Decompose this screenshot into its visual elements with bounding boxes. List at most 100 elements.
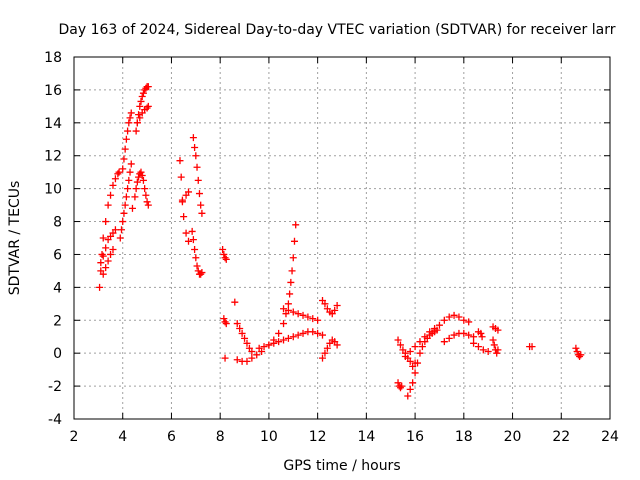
data-point [111, 175, 119, 183]
y-tick-label: 2 [53, 313, 62, 329]
data-point [104, 257, 112, 265]
y-tick-label: 8 [53, 215, 62, 231]
series-arc-ah [572, 344, 585, 360]
data-point [275, 338, 283, 346]
data-point [289, 254, 297, 262]
data-point [122, 135, 130, 143]
data-point [243, 339, 251, 347]
data-point [577, 351, 585, 359]
data-point [406, 357, 414, 365]
data-point [323, 344, 331, 352]
data-point [292, 221, 300, 229]
y-tick-label: -2 [48, 379, 62, 395]
y-tick-label: 12 [44, 149, 62, 165]
data-point [286, 290, 294, 298]
data-point [404, 392, 412, 400]
data-point [289, 333, 297, 341]
series-arc-ag [526, 343, 536, 351]
data-point [243, 357, 251, 365]
series-arc-f [128, 168, 152, 212]
data-point [275, 329, 283, 337]
data-point [489, 336, 497, 344]
data-point [219, 246, 227, 254]
data-point [99, 252, 107, 260]
data-point [119, 165, 127, 173]
data-point [445, 334, 453, 342]
data-point [299, 329, 307, 337]
y-tick-label: 16 [44, 83, 62, 99]
data-point [455, 313, 463, 321]
data-point [236, 325, 244, 332]
data-point [192, 254, 200, 262]
data-point [255, 344, 263, 352]
data-point [195, 190, 203, 198]
data-point [194, 176, 202, 184]
series-arc-s [265, 221, 300, 349]
data-point [494, 346, 502, 354]
data-point [394, 336, 402, 344]
data-point [198, 269, 206, 277]
data-point [180, 213, 188, 221]
data-point [394, 379, 402, 387]
data-point [197, 270, 205, 278]
y-tick-label: 0 [53, 346, 62, 362]
data-point [319, 354, 327, 362]
data-point [118, 226, 126, 234]
data-point [321, 300, 329, 308]
data-point [294, 331, 302, 339]
data-points [96, 83, 585, 400]
data-point [137, 97, 145, 105]
data-point [102, 218, 110, 226]
data-point [220, 250, 228, 258]
data-point [197, 201, 205, 209]
data-point [104, 201, 112, 209]
data-point [133, 119, 141, 127]
data-point [479, 346, 487, 354]
data-point [319, 331, 327, 339]
data-point [142, 191, 150, 199]
series-arc-r [255, 328, 327, 352]
series-arc-t [280, 305, 322, 324]
data-point [138, 92, 146, 100]
data-point [125, 119, 133, 127]
data-point [115, 168, 123, 176]
data-point [116, 234, 124, 242]
data-point [141, 185, 149, 193]
data-point [144, 102, 152, 110]
y-tick-label: 4 [53, 280, 62, 296]
data-point [102, 264, 110, 272]
data-point [126, 168, 134, 176]
series-arc-e [119, 109, 135, 173]
data-point [122, 193, 130, 201]
data-point [222, 255, 230, 263]
data-point [99, 234, 107, 242]
data-point [474, 343, 482, 351]
data-point [241, 334, 249, 342]
data-point [221, 254, 229, 262]
data-point [280, 320, 288, 328]
data-point [333, 301, 341, 309]
data-point [238, 329, 246, 337]
data-point [289, 308, 297, 316]
data-point [132, 127, 140, 135]
y-tick-label: 6 [53, 247, 62, 263]
data-point [314, 316, 322, 324]
data-point [135, 173, 143, 181]
data-point [396, 384, 404, 392]
data-point [284, 334, 292, 342]
data-point [193, 262, 201, 270]
data-point [484, 348, 492, 356]
series-arc-j [178, 188, 193, 204]
y-tick-label: -4 [48, 412, 62, 428]
data-point [253, 351, 261, 359]
x-tick-label: 18 [455, 429, 473, 445]
data-point [135, 111, 143, 119]
data-point [121, 201, 129, 209]
series-arc-a [96, 168, 123, 291]
data-point [573, 348, 581, 356]
series-arc-ae [489, 323, 502, 334]
series-arc-b [97, 226, 119, 267]
data-point [127, 109, 135, 117]
y-tick-label: 18 [44, 50, 62, 66]
